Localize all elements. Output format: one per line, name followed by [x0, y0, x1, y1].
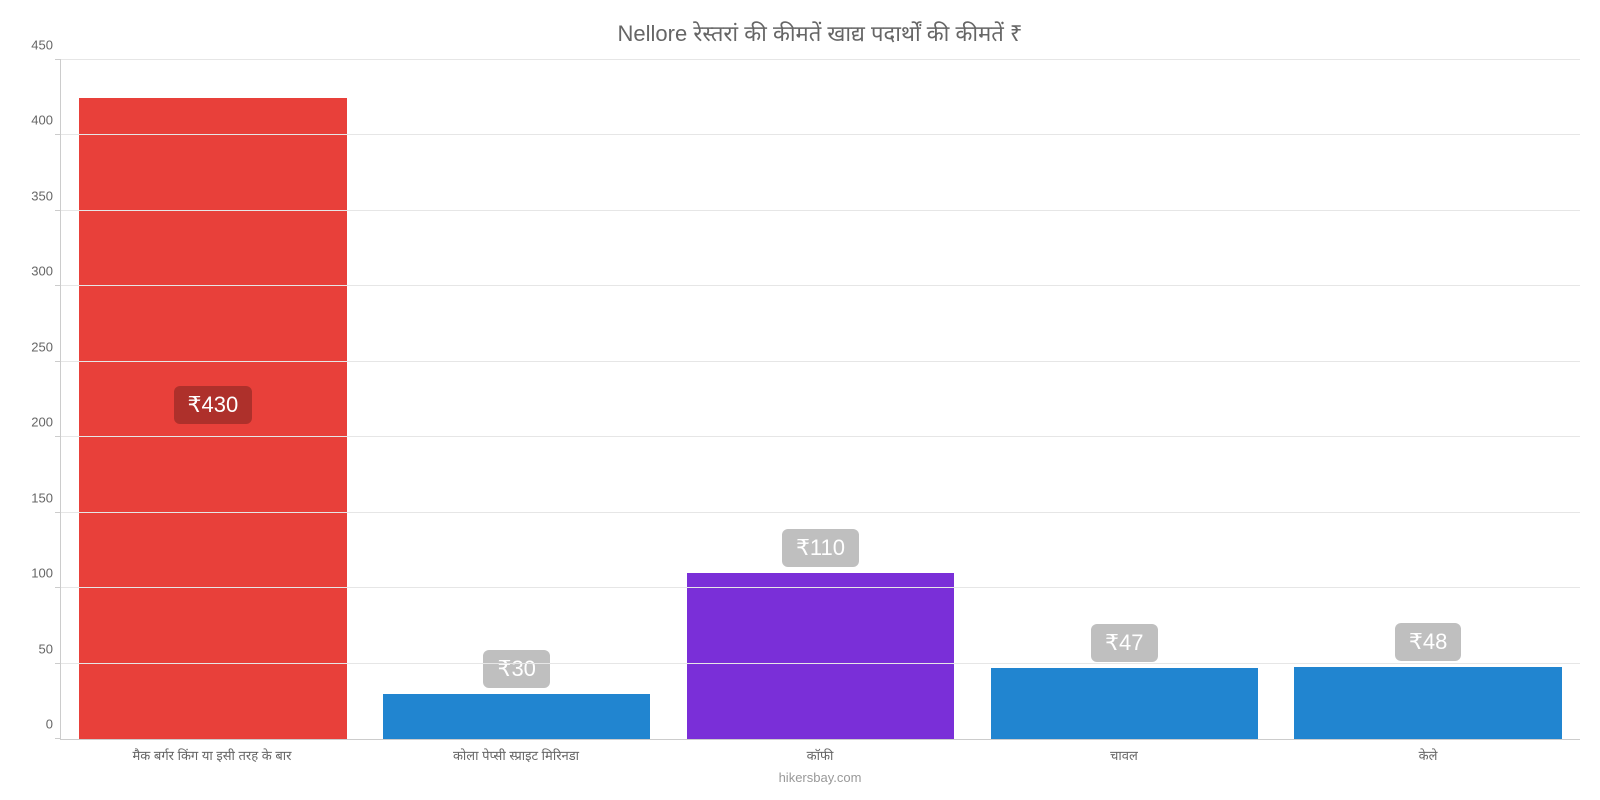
y-tick-mark: [55, 134, 61, 135]
y-tick-label: 250: [31, 339, 61, 354]
bar: ₹30: [383, 694, 650, 739]
bar-slot: ₹430: [61, 60, 365, 739]
bar: ₹48: [1294, 667, 1561, 739]
x-axis-labels: मैक बर्गर किंग या इसी तरह के बारकोला पेप…: [60, 740, 1580, 764]
x-axis-label: कॉफी: [668, 740, 972, 764]
bar: ₹430: [79, 98, 346, 739]
value-badge: ₹47: [1091, 624, 1157, 662]
y-tick-mark: [55, 285, 61, 286]
y-tick-mark: [55, 436, 61, 437]
x-axis-label: कोला पेप्सी स्प्राइट मिरिनडा: [364, 740, 668, 764]
gridline: [61, 587, 1580, 588]
x-axis-label: चावल: [972, 740, 1276, 764]
bar-slot: ₹30: [365, 60, 669, 739]
y-tick-label: 150: [31, 490, 61, 505]
bar-slot: ₹47: [972, 60, 1276, 739]
y-tick-mark: [55, 59, 61, 60]
gridline: [61, 285, 1580, 286]
bar: ₹110: [687, 573, 954, 739]
gridline: [61, 59, 1580, 60]
x-axis-label: केले: [1276, 740, 1580, 764]
bar: ₹47: [991, 668, 1258, 739]
y-tick-mark: [55, 663, 61, 664]
x-axis-label: मैक बर्गर किंग या इसी तरह के बार: [60, 740, 364, 764]
y-tick-mark: [55, 361, 61, 362]
gridline: [61, 210, 1580, 211]
y-tick-mark: [55, 587, 61, 588]
bar-slot: ₹110: [669, 60, 973, 739]
value-badge: ₹430: [174, 386, 253, 424]
attribution: hikersbay.com: [60, 764, 1580, 785]
value-badge: ₹110: [782, 529, 859, 567]
y-tick-mark: [55, 210, 61, 211]
chart-title: Nellore रेस्तरां की कीमतें खाद्य पदार्थो…: [60, 10, 1580, 60]
y-tick-label: 400: [31, 113, 61, 128]
gridline: [61, 134, 1580, 135]
y-tick-mark: [55, 738, 61, 739]
value-badge: ₹48: [1395, 623, 1461, 661]
gridline: [61, 436, 1580, 437]
bar-slot: ₹48: [1276, 60, 1580, 739]
gridline: [61, 512, 1580, 513]
y-tick-label: 450: [31, 38, 61, 53]
gridline: [61, 663, 1580, 664]
y-tick-label: 200: [31, 415, 61, 430]
plot-area: ₹430₹30₹110₹47₹48 0501001502002503003504…: [60, 60, 1580, 740]
y-tick-label: 300: [31, 264, 61, 279]
y-tick-label: 100: [31, 566, 61, 581]
value-badge: ₹30: [483, 650, 549, 688]
chart-container: Nellore रेस्तरां की कीमतें खाद्य पदार्थो…: [0, 0, 1600, 800]
y-tick-label: 350: [31, 188, 61, 203]
y-tick-label: 50: [39, 641, 61, 656]
y-tick-label: 0: [46, 717, 61, 732]
gridline: [61, 361, 1580, 362]
bars-row: ₹430 ₹30 ₹110 ₹47 ₹48: [61, 60, 1580, 739]
y-tick-mark: [55, 512, 61, 513]
